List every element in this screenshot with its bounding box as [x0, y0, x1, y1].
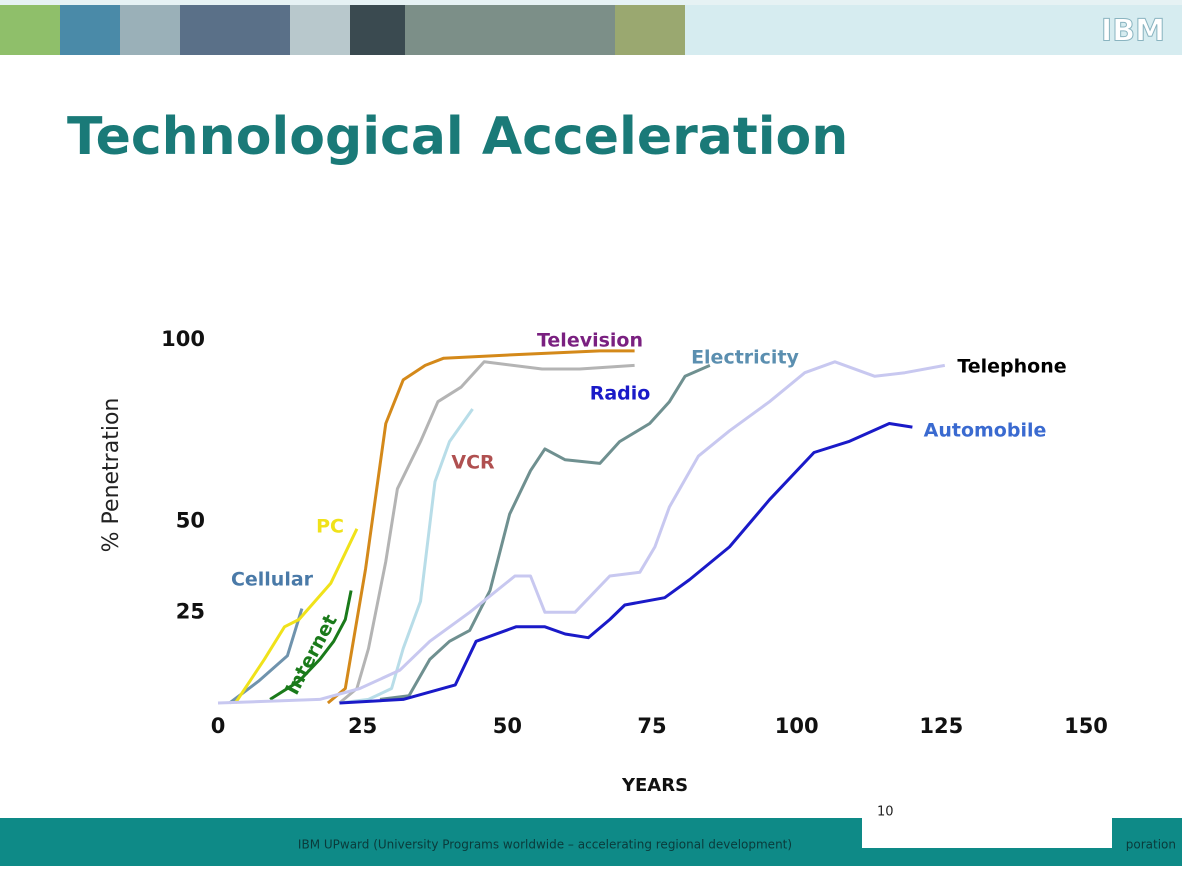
x-tick-label: 0: [211, 714, 226, 738]
series-line: [339, 422, 913, 705]
series-label: Automobile: [924, 420, 1047, 442]
x-tick-label: 50: [493, 714, 522, 738]
page-number: 10: [877, 805, 894, 820]
series-line: [217, 360, 946, 705]
series-line: [269, 590, 353, 701]
x-axis-label: YEARS: [621, 775, 688, 796]
series-label: Cellular: [231, 569, 314, 591]
plot: 0 25 50 75 100 125 1502550100CellularPCInterne…: [161, 327, 1108, 738]
x-tick-label: 150: [1064, 714, 1108, 738]
series-line: [234, 528, 359, 704]
page-box: [862, 792, 1112, 848]
ibm-logo: IBM: [1101, 14, 1165, 49]
series-line: [339, 408, 474, 705]
x-tick-label: 25: [348, 714, 377, 738]
x-tick-label: 100: [775, 714, 819, 738]
y-axis-label: % Penetration: [99, 398, 124, 553]
footer-corner: poration: [1126, 838, 1176, 852]
x-tick-label: 75: [637, 714, 666, 738]
y-tick-label: 50: [176, 509, 205, 533]
series-label: PC: [316, 516, 344, 538]
series-line: [379, 364, 711, 701]
series-line: [326, 349, 635, 705]
series-label: Radio: [590, 383, 651, 405]
slide-title: Technological Acceleration: [67, 107, 848, 167]
y-tick-label: 25: [176, 599, 205, 623]
series-label: VCR: [451, 452, 495, 474]
series-line: [338, 360, 635, 705]
series-label: Telephone: [957, 356, 1066, 378]
series-label: Electricity: [691, 347, 799, 369]
x-tick-label: 125: [919, 714, 963, 738]
footer-text: IBM UPward (University Programs worldwid…: [298, 838, 792, 852]
header-banner: IBM: [0, 0, 1182, 55]
series-label: Television: [537, 330, 643, 352]
y-tick-label: 100: [161, 327, 205, 351]
